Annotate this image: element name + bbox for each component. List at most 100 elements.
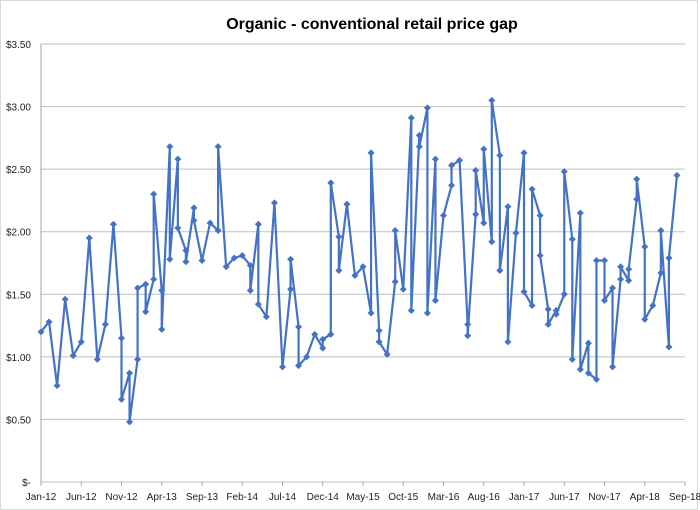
x-tick-label: Sep-18 (669, 492, 700, 503)
data-point-marker (367, 149, 375, 157)
data-point-marker (448, 161, 456, 169)
data-point-marker (335, 267, 343, 275)
x-tick-label: May-15 (346, 492, 380, 503)
chart-title: Organic - conventional retail price gap (226, 16, 518, 33)
series-line (40, 99, 679, 424)
data-point-marker (423, 104, 431, 112)
data-point-marker (61, 295, 69, 303)
data-point-marker (101, 320, 109, 328)
data-point-marker (238, 251, 246, 259)
series-price-gap (37, 96, 681, 426)
data-point-marker (633, 195, 641, 203)
data-point-marker (190, 216, 198, 224)
data-point-marker (279, 363, 286, 371)
x-tick-label: Jun-12 (66, 492, 97, 503)
y-tick-label: $1.00 (6, 353, 31, 364)
y-tick-label: $3.00 (6, 103, 31, 114)
data-point-marker (576, 209, 584, 217)
data-point-marker (93, 355, 101, 363)
data-point-marker (270, 199, 278, 207)
data-point-marker (633, 175, 641, 183)
data-point-marker (576, 365, 584, 373)
data-point-marker (415, 131, 423, 139)
data-point-marker (431, 155, 439, 163)
data-point-marker (641, 243, 649, 251)
data-point-marker (504, 203, 512, 211)
data-point-marker (190, 204, 198, 212)
data-point-marker (673, 171, 681, 179)
data-point-marker (287, 255, 295, 263)
data-point-marker (536, 211, 544, 219)
data-point-marker (222, 263, 230, 271)
x-tick-label: Mar-16 (428, 492, 460, 503)
y-tick-label: $1.50 (6, 290, 31, 301)
data-point-marker (391, 226, 399, 234)
data-point-marker (230, 254, 238, 262)
x-tick-label: Feb-14 (226, 492, 258, 503)
data-point-marker (480, 219, 488, 227)
data-point-marker (609, 284, 617, 292)
data-point-marker (584, 369, 592, 377)
data-point-marker (512, 229, 520, 237)
data-point-marker (617, 275, 625, 283)
data-point-marker (375, 338, 383, 346)
data-point-marker (319, 335, 327, 343)
data-point-marker (246, 287, 254, 295)
data-point-marker (448, 181, 456, 189)
data-point-marker (166, 143, 174, 151)
data-point-marker (415, 143, 423, 151)
x-tick-label: Jan-17 (509, 492, 540, 503)
data-point-marker (544, 305, 552, 313)
data-point-marker (198, 256, 206, 264)
data-point-marker (488, 96, 496, 104)
data-point-marker (287, 285, 295, 293)
data-point-marker (464, 320, 472, 328)
gridlines (41, 43, 685, 483)
data-point-marker (142, 308, 150, 316)
data-point-marker (37, 328, 45, 336)
data-point-marker (367, 309, 375, 317)
x-tick-label: Nov-17 (588, 492, 621, 503)
data-point-marker (399, 285, 407, 293)
data-point-marker (665, 343, 673, 351)
data-point-marker (464, 332, 472, 340)
data-point-marker (254, 300, 262, 308)
data-point-marker (601, 297, 608, 305)
data-point-marker (126, 418, 134, 426)
data-point-marker (504, 338, 512, 346)
data-point-marker (536, 251, 544, 259)
x-tick-label: Jan-12 (26, 492, 57, 503)
x-tick-label: Jul-14 (269, 492, 297, 503)
data-point-marker (544, 320, 552, 328)
data-point-marker (625, 277, 633, 285)
data-point-marker (206, 219, 214, 227)
y-tick-label: $2.50 (6, 165, 31, 176)
data-point-marker (375, 327, 383, 335)
data-point-marker (391, 278, 399, 286)
data-point-marker (69, 352, 77, 360)
data-point-marker (335, 233, 343, 241)
data-point-marker (142, 280, 150, 288)
data-point-marker (214, 226, 222, 234)
data-point-marker (601, 256, 608, 264)
x-tick-label: Aug-16 (468, 492, 501, 503)
data-point-marker (262, 313, 270, 321)
data-point-marker (552, 310, 560, 318)
data-point-marker (520, 288, 528, 296)
data-point-marker (311, 330, 319, 338)
x-tick-label: Jun-17 (549, 492, 580, 503)
data-point-marker (560, 290, 568, 298)
data-point-marker (649, 302, 657, 310)
data-point-marker (592, 375, 600, 383)
data-point-marker (472, 210, 480, 218)
data-point-marker (488, 238, 496, 246)
data-point-marker (182, 246, 190, 254)
data-point-marker (431, 297, 439, 305)
data-point-marker (303, 353, 311, 361)
data-point-marker (254, 220, 262, 228)
data-point-marker (85, 234, 93, 242)
data-point-marker (53, 382, 61, 390)
data-point-marker (641, 315, 649, 323)
data-point-marker (625, 265, 633, 273)
